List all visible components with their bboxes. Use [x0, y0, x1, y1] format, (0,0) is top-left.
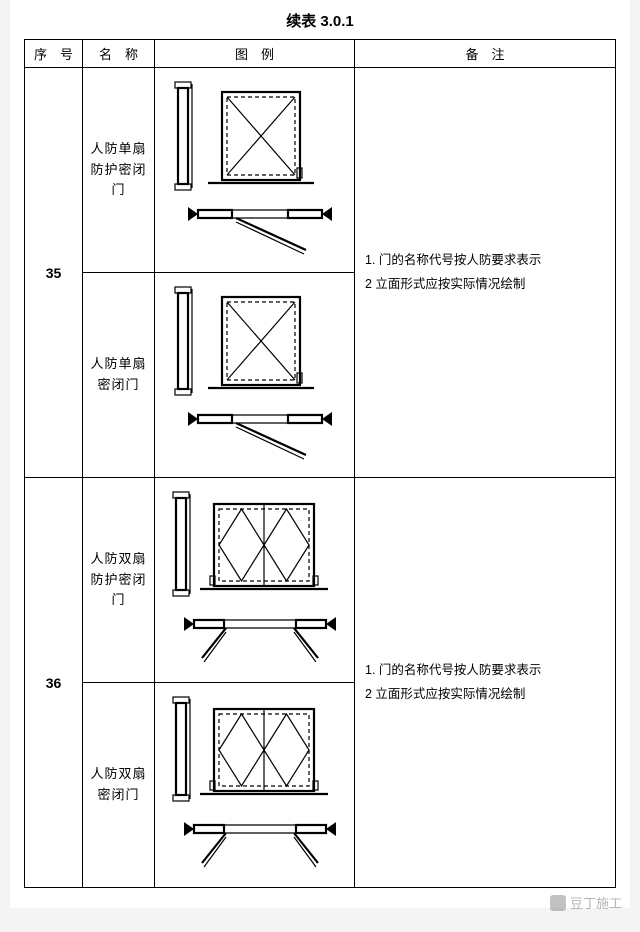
row-number: 35: [25, 68, 83, 478]
row-name: 人防单扇防护密闭门: [83, 68, 155, 273]
row-diagram: [155, 683, 355, 888]
header-notes: 备 注: [355, 40, 616, 68]
row-name: 人防双扇密闭门: [83, 683, 155, 888]
watermark: 豆丁施工: [550, 893, 622, 912]
table-title: 续表 3.0.1: [24, 10, 616, 31]
wechat-icon: [550, 895, 566, 911]
table-body: 35人防单扇防护密闭门 1. 门的名称代号按人防要求表示2 立面形式应按实际情况…: [25, 68, 616, 888]
table-row: 35人防单扇防护密闭门 1. 门的名称代号按人防要求表示2 立面形式应按实际情况…: [25, 68, 616, 273]
table-row: 36人防双扇防护密闭门 1. 门的名称代号按人防要求表示2 立面形式应按实际情况…: [25, 478, 616, 683]
row-name: 人防双扇防护密闭门: [83, 478, 155, 683]
symbols-table: 序 号 名 称 图 例 备 注 35人防单扇防护密闭门 1. 门的名称代号按人防…: [24, 39, 616, 888]
header-name: 名 称: [83, 40, 155, 68]
row-notes: 1. 门的名称代号按人防要求表示2 立面形式应按实际情况绘制: [355, 478, 616, 888]
row-diagram: [155, 68, 355, 273]
header-row: 序 号 名 称 图 例 备 注: [25, 40, 616, 68]
row-number: 36: [25, 478, 83, 888]
row-notes: 1. 门的名称代号按人防要求表示2 立面形式应按实际情况绘制: [355, 68, 616, 478]
header-num: 序 号: [25, 40, 83, 68]
row-name: 人防单扇密闭门: [83, 273, 155, 478]
header-diagram: 图 例: [155, 40, 355, 68]
page: 续表 3.0.1 序 号 名 称 图 例 备 注 35人防单扇防护密闭门: [10, 0, 630, 908]
watermark-text: 豆丁施工: [570, 893, 622, 912]
row-diagram: [155, 478, 355, 683]
row-diagram: [155, 273, 355, 478]
